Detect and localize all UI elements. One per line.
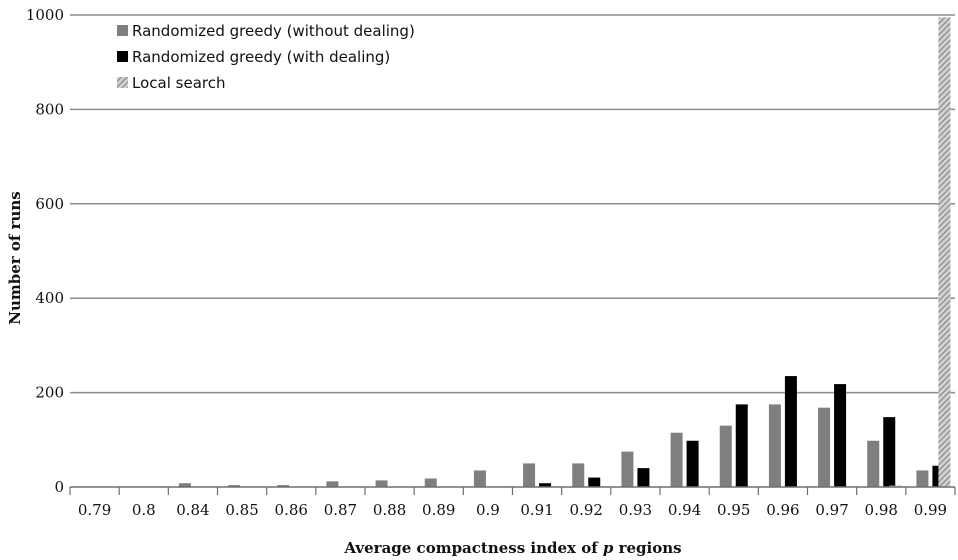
y-tick-label: 800: [35, 100, 64, 118]
legend-swatch: [117, 77, 128, 88]
x-tick-label: 0.8: [132, 501, 156, 519]
bar: [523, 463, 536, 487]
bar: [867, 440, 880, 487]
x-tick-label: 0.94: [668, 501, 701, 519]
bar: [178, 483, 191, 487]
x-axis-title-part-2: regions: [613, 539, 681, 557]
bar: [326, 481, 339, 487]
bar: [572, 463, 585, 487]
bar: [621, 451, 634, 487]
legend-label: Randomized greedy (with dealing): [132, 48, 390, 66]
y-tick-label: 400: [35, 289, 64, 307]
bar: [818, 407, 831, 487]
x-axis-title-italic: p: [603, 539, 614, 557]
x-tick-label: 0.9: [476, 501, 500, 519]
bar: [735, 404, 748, 487]
bar: [719, 425, 732, 487]
x-tick-label: 0.89: [422, 501, 455, 519]
y-tick-label: 1000: [26, 6, 64, 24]
bar: [539, 483, 552, 487]
bars: [178, 17, 951, 488]
x-axis-title-part-1: Average compactness index of: [343, 539, 603, 557]
bar: [588, 477, 601, 487]
bar: [686, 440, 699, 487]
bar: [938, 17, 951, 488]
x-tick-label: 0.93: [619, 501, 652, 519]
y-axis-title: Number of runs: [6, 191, 24, 324]
legend: Randomized greedy (without dealing) Rando…: [117, 22, 415, 92]
x-tick-label: 0.91: [520, 501, 553, 519]
bar: [228, 485, 241, 487]
bar: [375, 480, 388, 487]
bar: [277, 485, 290, 487]
x-tick-label: 0.98: [865, 501, 898, 519]
bar: [473, 470, 486, 487]
legend-swatch: [117, 51, 128, 62]
bar: [637, 468, 650, 487]
bar: [883, 417, 896, 487]
x-tick-label: 0.86: [275, 501, 308, 519]
x-tick-label: 0.85: [225, 501, 258, 519]
x-axis-title: Average compactness index of p regions: [343, 539, 681, 557]
y-tick-label: 200: [35, 384, 64, 402]
bar: [834, 384, 847, 487]
bar: [916, 470, 929, 487]
legend-label: Local search: [132, 74, 225, 92]
gridlines: [70, 14, 955, 394]
bar: [424, 478, 437, 487]
x-tick-label: 0.99: [914, 501, 947, 519]
y-tick-label: 0: [54, 478, 64, 496]
legend-label: Randomized greedy (without dealing): [132, 22, 415, 40]
x-tick-label: 0.79: [78, 501, 111, 519]
legend-swatch: [117, 25, 128, 36]
axes: 0 200 400 600 800 1000 0.79 0.8 0.84 0.85 0.86 0.87…: [26, 6, 956, 519]
bar: [670, 432, 683, 487]
x-tick-label: 0.92: [570, 501, 603, 519]
y-tick-label: 600: [35, 195, 64, 213]
x-tick-label: 0.84: [176, 501, 209, 519]
x-tick-label: 0.87: [324, 501, 357, 519]
x-tick-label: 0.96: [766, 501, 799, 519]
bar: [768, 404, 781, 487]
x-tick-label: 0.97: [815, 501, 848, 519]
x-tick-label: 0.95: [717, 501, 750, 519]
bar: [784, 376, 797, 487]
x-tick-label: 0.88: [373, 501, 406, 519]
